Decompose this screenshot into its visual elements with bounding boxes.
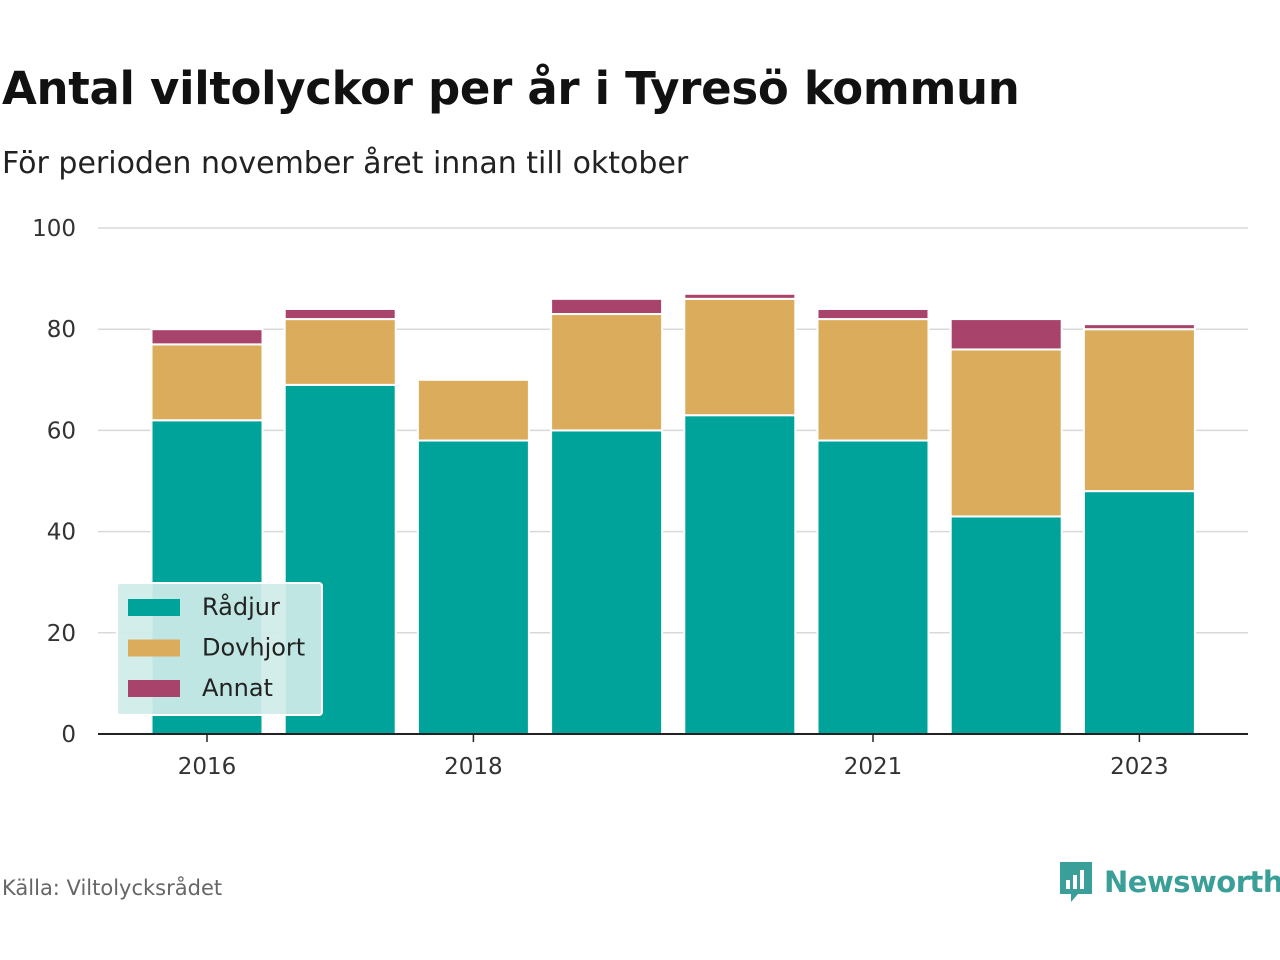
y-tick-label: 100 bbox=[32, 216, 76, 242]
y-tick-label: 40 bbox=[47, 520, 76, 546]
bar-segment-dovhjort bbox=[816, 318, 930, 442]
bar-segment-rådjur bbox=[949, 515, 1063, 735]
bar-segment-annat bbox=[550, 297, 664, 316]
brand-logo: Newsworthy bbox=[1058, 860, 1280, 904]
stacked-bar-chart: 2016 2018 2021 2023 0 20 40 60 80 100 Rådjur Dovh… bbox=[32, 216, 1248, 780]
x-axis-ticks: 2016 2018 2021 2023 bbox=[178, 734, 1169, 780]
y-tick-label: 80 bbox=[47, 317, 76, 343]
y-tick-label: 0 bbox=[61, 722, 76, 748]
bar-segment-rådjur bbox=[1082, 490, 1196, 735]
bar-segment-rådjur bbox=[550, 429, 664, 735]
bar-segment-rådjur bbox=[816, 439, 930, 735]
bar-segment-annat bbox=[1082, 323, 1196, 331]
source-note: Källa: Viltolycksrådet bbox=[2, 876, 223, 900]
legend-label: Annat bbox=[202, 674, 273, 702]
legend-swatch-annat bbox=[128, 680, 180, 697]
legend: Rådjur Dovhjort Annat bbox=[116, 582, 323, 716]
bar-segment-dovhjort bbox=[949, 348, 1063, 518]
bar-segment-annat bbox=[683, 292, 797, 300]
y-tick-label: 60 bbox=[47, 418, 76, 444]
bar-segment-annat bbox=[150, 328, 264, 346]
bar-segment-dovhjort bbox=[683, 297, 797, 417]
x-tick-label: 2016 bbox=[178, 754, 237, 780]
bar-chart-speech-bubble-icon bbox=[1060, 862, 1092, 902]
bar-segment-rådjur bbox=[683, 414, 797, 735]
x-tick-label: 2018 bbox=[444, 754, 503, 780]
bar-segment-dovhjort bbox=[1082, 328, 1196, 493]
bar-segment-rådjur bbox=[416, 439, 530, 735]
bar-segment-annat bbox=[949, 318, 1063, 351]
bar-segment-dovhjort bbox=[550, 313, 664, 432]
chart-title: Antal viltolyckor per år i Tyresö kommun bbox=[2, 62, 1020, 115]
legend-label: Dovhjort bbox=[202, 634, 305, 662]
y-axis-ticks: 0 20 40 60 80 100 bbox=[32, 216, 76, 748]
x-tick-label: 2023 bbox=[1110, 754, 1169, 780]
x-tick-label: 2021 bbox=[844, 754, 903, 780]
bar-segment-dovhjort bbox=[416, 378, 530, 442]
legend-swatch-rådjur bbox=[128, 599, 180, 616]
bar-segment-annat bbox=[816, 307, 930, 321]
y-tick-label: 20 bbox=[47, 621, 76, 647]
chart-subtitle: För perioden november året innan till ok… bbox=[2, 146, 689, 181]
brand-name: Newsworthy bbox=[1104, 865, 1280, 899]
legend-label: Rådjur bbox=[202, 592, 280, 621]
legend-swatch-dovhjort bbox=[128, 639, 180, 657]
bar-segment-annat bbox=[283, 307, 397, 321]
bar-segment-dovhjort bbox=[150, 343, 264, 422]
grid-lines bbox=[98, 227, 1248, 634]
bar-segment-dovhjort bbox=[283, 318, 397, 386]
